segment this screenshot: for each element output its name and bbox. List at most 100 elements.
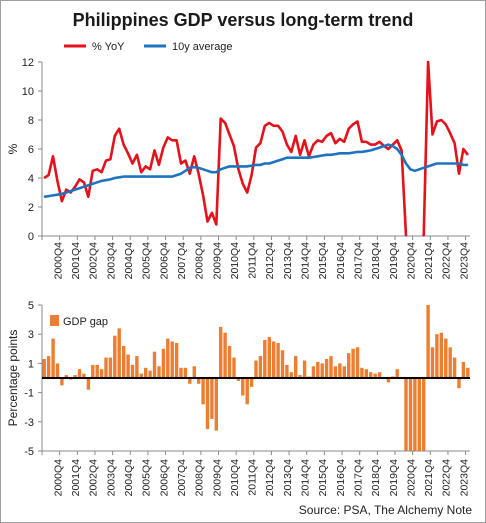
data-point	[445, 123, 447, 125]
data-point	[92, 170, 94, 172]
bar	[417, 378, 421, 451]
data-point	[114, 135, 116, 137]
x-tick-label: 2018Q4	[370, 459, 382, 497]
legend-label: % YoY	[92, 41, 125, 53]
data-point	[237, 165, 239, 167]
data-point	[431, 164, 434, 166]
data-point	[206, 170, 209, 172]
bar	[223, 332, 227, 378]
bar	[219, 326, 223, 378]
x-tick-label: 2019Q4	[388, 242, 400, 280]
data-point	[176, 174, 178, 176]
data-point	[211, 212, 213, 214]
data-point	[458, 173, 460, 175]
bar	[263, 340, 267, 378]
bar	[430, 347, 435, 378]
data-point	[153, 149, 156, 151]
bar	[64, 375, 68, 378]
data-point	[264, 162, 266, 165]
data-point	[74, 189, 76, 191]
data-point	[273, 161, 275, 163]
data-point	[224, 167, 226, 169]
data-point	[361, 151, 363, 153]
x-tick-label: 2004Q4	[123, 459, 135, 497]
data-point	[454, 142, 456, 144]
data-point	[136, 176, 138, 178]
data-point	[52, 194, 54, 196]
y-tick-label: 3	[28, 329, 34, 341]
data-point	[61, 200, 63, 202]
bar	[347, 353, 351, 378]
x-tick-label: 2007Q4	[176, 459, 188, 497]
bar	[364, 369, 368, 378]
data-point	[127, 176, 129, 178]
bar	[448, 347, 452, 378]
data-point	[387, 144, 389, 146]
data-point	[303, 139, 306, 141]
bar	[135, 356, 139, 378]
data-point	[334, 142, 336, 144]
data-point	[418, 168, 420, 170]
data-point	[171, 176, 173, 178]
data-point	[370, 144, 372, 146]
source-note: Source: PSA, The Alchemy Note	[298, 503, 472, 517]
bar	[170, 341, 174, 378]
x-tick-label: 2003Q4	[105, 242, 117, 280]
data-point	[259, 142, 261, 144]
data-point	[317, 139, 319, 141]
bar	[408, 378, 413, 451]
data-point	[356, 120, 359, 123]
data-point	[162, 176, 164, 178]
data-point	[286, 157, 288, 159]
data-point	[202, 194, 204, 196]
data-point	[167, 136, 169, 138]
x-tick-label: 2010Q4	[229, 242, 241, 280]
data-point	[454, 162, 456, 165]
data-point	[251, 165, 253, 167]
data-point	[427, 61, 429, 63]
data-point	[171, 139, 173, 141]
data-point	[149, 176, 151, 178]
data-point	[140, 171, 142, 173]
data-point	[83, 186, 85, 188]
data-point	[334, 153, 336, 155]
bar	[466, 367, 470, 378]
bar	[333, 366, 338, 378]
data-point	[48, 174, 50, 176]
x-tick-label: 2015Q4	[317, 242, 329, 280]
bar	[126, 354, 130, 378]
data-point	[228, 165, 231, 167]
data-point	[374, 148, 376, 150]
data-point	[123, 176, 125, 178]
bar	[369, 372, 373, 378]
bar	[373, 373, 377, 378]
bar	[338, 363, 342, 378]
data-point	[176, 139, 178, 141]
bar	[122, 345, 126, 378]
bar	[42, 359, 46, 378]
data-point	[431, 133, 434, 136]
data-point	[352, 152, 354, 154]
bar	[377, 372, 382, 378]
data-point	[43, 196, 45, 198]
data-point	[184, 170, 186, 172]
data-point	[202, 168, 204, 170]
bar	[130, 364, 135, 378]
data-point	[52, 155, 54, 157]
bar	[351, 348, 355, 378]
data-point	[312, 156, 314, 158]
data-point	[383, 145, 385, 147]
bar	[258, 356, 263, 378]
bar	[82, 373, 86, 378]
data-point	[273, 125, 275, 127]
bar	[386, 378, 391, 383]
data-point	[127, 152, 129, 154]
bar	[51, 338, 55, 378]
data-point	[206, 220, 209, 223]
legend-label: 10y average	[172, 41, 233, 53]
bar	[302, 360, 307, 378]
data-point	[401, 154, 403, 156]
y-tick-label: 1	[28, 358, 34, 370]
x-tick-label: 2021Q4	[423, 242, 435, 280]
data-point	[290, 157, 292, 159]
